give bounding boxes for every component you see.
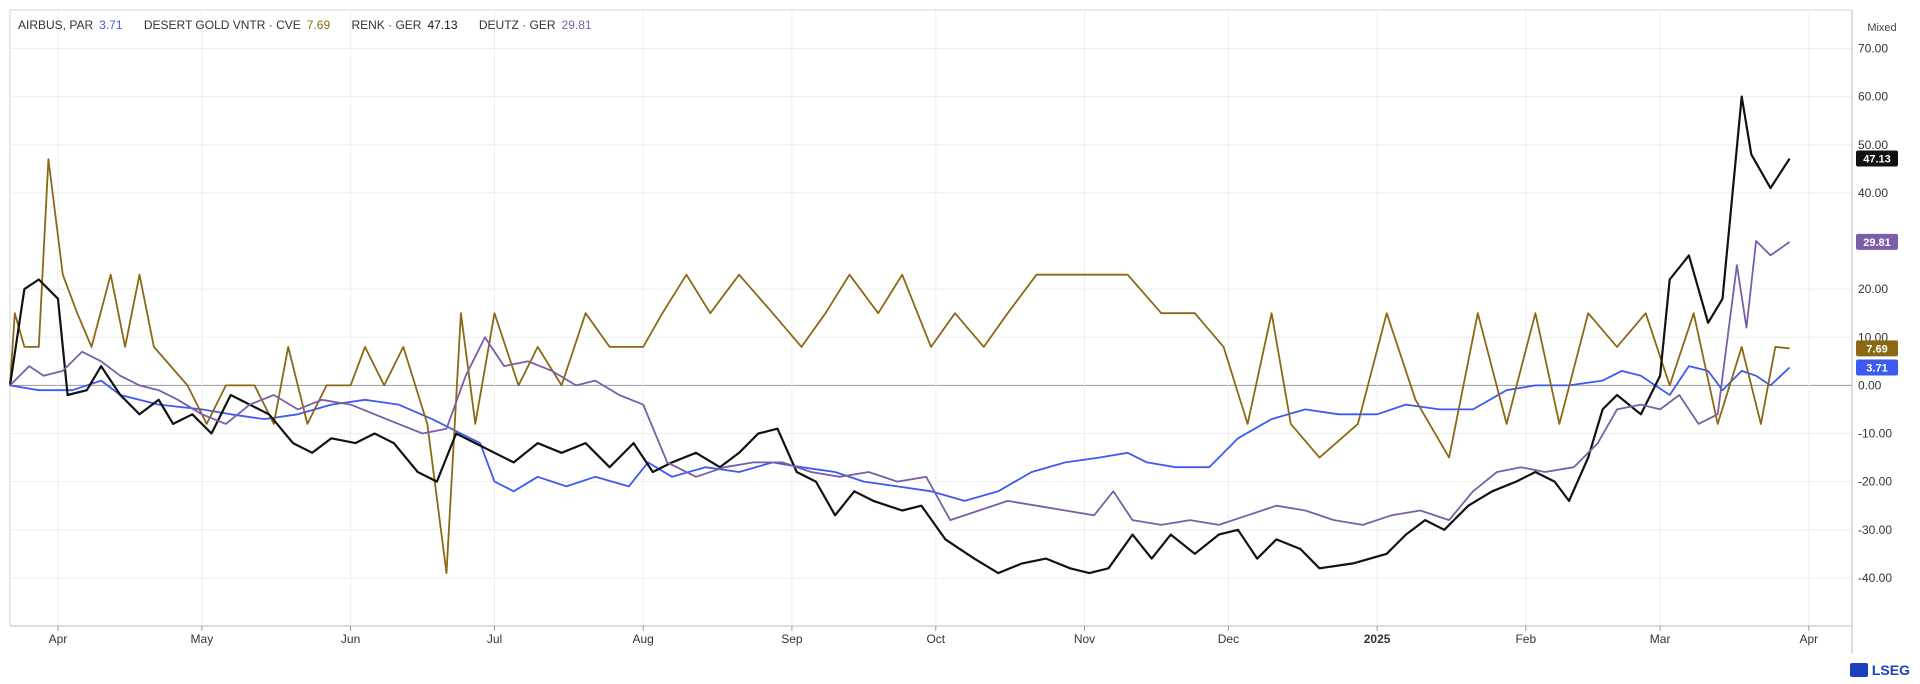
y-tick-label: 20.00 bbox=[1858, 282, 1888, 296]
y-tick-label: 40.00 bbox=[1858, 186, 1888, 200]
last-value-tag-bg bbox=[1856, 340, 1898, 357]
x-tick-label: Dec bbox=[1218, 632, 1239, 646]
x-tick-label: Sep bbox=[781, 632, 803, 646]
legend: AIRBUS, PAR 3.71 DESERT GOLD VNTR · CVE 7.… bbox=[18, 18, 610, 32]
last-value-tag: 47.13 bbox=[1856, 150, 1898, 167]
legend-series-value: 47.13 bbox=[427, 18, 458, 32]
legend-entry-desert-gold[interactable]: DESERT GOLD VNTR · CVE 7.69 bbox=[144, 18, 334, 32]
grid-lines bbox=[10, 10, 1852, 626]
last-value-tag: 7.69 bbox=[1856, 340, 1898, 357]
y-tick-label: -40.00 bbox=[1858, 571, 1892, 585]
x-tick-label: Feb bbox=[1515, 632, 1536, 646]
legend-series-value: 7.69 bbox=[306, 18, 331, 32]
y-tick-label: 50.00 bbox=[1858, 138, 1888, 152]
lseg-logo: LSEG bbox=[1849, 662, 1910, 678]
y-tick-label: -20.00 bbox=[1858, 475, 1892, 489]
y-tick-label: -10.00 bbox=[1858, 427, 1892, 441]
x-axis: Apr May Jun Jul Aug Sep Oct Nov Dec 2025 Feb Mar Apr bbox=[49, 626, 1818, 646]
y-tick-label: 60.00 bbox=[1858, 90, 1888, 104]
legend-entry-renk[interactable]: RENK · GER 47.13 bbox=[351, 18, 460, 32]
lseg-mark-icon bbox=[1849, 663, 1868, 677]
last-value-tag: 3.71 bbox=[1856, 359, 1898, 376]
legend-entry-airbus[interactable]: AIRBUS, PAR 3.71 bbox=[18, 18, 126, 32]
last-value-tags: 47.13 29.81 7.69 3.71 bbox=[1856, 150, 1898, 376]
series-line-2 bbox=[8, 95, 1791, 575]
last-value-tag-bg bbox=[1856, 233, 1898, 250]
last-value-tag-bg bbox=[1856, 150, 1898, 167]
last-value-tag-bg bbox=[1856, 359, 1898, 376]
series-line-1 bbox=[9, 158, 1790, 574]
plot-frame bbox=[9, 9, 1853, 654]
last-value-tag-text: 47.13 bbox=[1863, 154, 1891, 166]
y-axis: 70.0060.0050.0040.0020.0010.000.00-10.00… bbox=[1858, 42, 1892, 585]
last-value-tag-text: 29.81 bbox=[1863, 237, 1891, 249]
legend-series-value: 3.71 bbox=[99, 18, 123, 32]
scale-mode-button[interactable]: Mixed bbox=[1867, 22, 1897, 34]
plot-border bbox=[9, 9, 1853, 627]
legend-series-name: AIRBUS, PAR bbox=[18, 18, 94, 32]
legend-series-name: DESERT GOLD VNTR · CVE bbox=[143, 18, 301, 32]
x-tick-label: Apr bbox=[1799, 632, 1818, 646]
legend-entry-deutz[interactable]: DEUTZ · GER 29.81 bbox=[479, 18, 592, 32]
last-value-tag-text: 7.69 bbox=[1866, 343, 1887, 355]
x-tick-label: May bbox=[191, 632, 214, 646]
y-tick-label: 70.00 bbox=[1858, 42, 1888, 56]
legend-series-name: DEUTZ · GER bbox=[478, 18, 556, 32]
y-tick-label: -30.00 bbox=[1858, 523, 1892, 537]
legend-series-value: 29.81 bbox=[561, 18, 592, 32]
series-layer bbox=[8, 95, 1791, 575]
x-tick-label: Nov bbox=[1074, 632, 1095, 646]
x-tick-label: Mar bbox=[1650, 632, 1671, 646]
last-value-tag-text: 3.71 bbox=[1866, 363, 1887, 375]
x-tick-label: Oct bbox=[926, 632, 945, 646]
x-tick-label: Jun bbox=[341, 632, 360, 646]
x-tick-label: Apr bbox=[49, 632, 68, 646]
logo-text: LSEG bbox=[1871, 662, 1910, 678]
legend-series-name: RENK · GER bbox=[351, 18, 422, 32]
y-tick-label: 0.00 bbox=[1858, 378, 1882, 392]
x-tick-label: 2025 bbox=[1364, 632, 1391, 646]
series-line-3 bbox=[9, 240, 1791, 526]
x-tick-label: Aug bbox=[633, 632, 654, 646]
x-tick-label: Jul bbox=[487, 632, 502, 646]
last-value-tag: 29.81 bbox=[1856, 233, 1898, 250]
